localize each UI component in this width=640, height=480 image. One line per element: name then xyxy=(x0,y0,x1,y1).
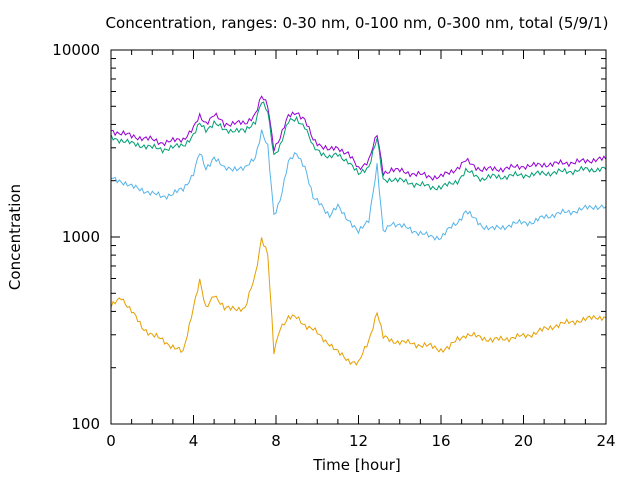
y-tick-label: 100 xyxy=(71,415,100,433)
series-line-3 xyxy=(110,129,607,241)
x-tick-label: 24 xyxy=(596,432,615,450)
series-line-4 xyxy=(110,237,607,366)
x-tick-label: 8 xyxy=(271,432,281,450)
y-axis-title: Concentration xyxy=(6,184,24,290)
x-tick-labels: 0 4 8 12 16 20 24 xyxy=(106,432,615,450)
series-layer xyxy=(110,95,607,366)
chart-title: Concentration, ranges: 0-30 nm, 0-100 nm… xyxy=(106,14,609,32)
x-tick-label: 12 xyxy=(349,432,368,450)
y-tick-label: 10000 xyxy=(52,41,100,59)
plot-frame xyxy=(110,49,607,425)
y-tick-label: 1000 xyxy=(62,228,100,246)
y-tick-labels: 100 1000 10000 xyxy=(52,41,100,433)
x-tick-label: 0 xyxy=(106,432,116,450)
series-line-2 xyxy=(110,101,607,191)
x-tick-label: 20 xyxy=(514,432,533,450)
x-tick-label: 16 xyxy=(431,432,450,450)
x-tick-label: 4 xyxy=(189,432,199,450)
axis-ticks xyxy=(110,49,607,425)
x-axis-title: Time [hour] xyxy=(312,456,401,474)
series-line-1 xyxy=(110,95,607,182)
